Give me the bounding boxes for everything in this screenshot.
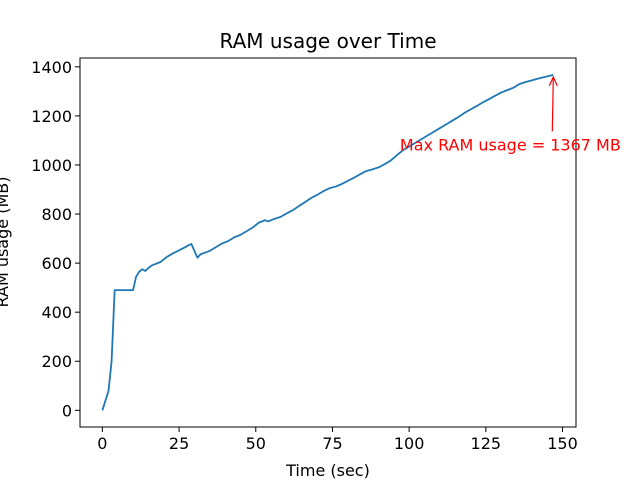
x-tick-label: 0 xyxy=(97,434,107,453)
x-tick-label: 75 xyxy=(322,434,342,453)
y-tick-label: 1200 xyxy=(31,107,72,126)
y-tick-label: 1400 xyxy=(31,58,72,77)
annotation-text: Max RAM usage = 1367 MB xyxy=(400,135,621,154)
x-tick-label: 125 xyxy=(471,434,502,453)
annotation-arrowhead xyxy=(548,75,558,87)
y-tick-label: 200 xyxy=(41,352,72,371)
chart-title: RAM usage over Time xyxy=(220,29,437,53)
x-tick-label: 50 xyxy=(246,434,266,453)
y-tick-label: 600 xyxy=(41,254,72,273)
x-tick-label: 25 xyxy=(169,434,189,453)
ram-usage-line xyxy=(101,74,554,411)
x-tick-label: 100 xyxy=(394,434,425,453)
x-axis-label: Time (sec) xyxy=(285,461,370,480)
x-tick-label: 150 xyxy=(547,434,578,453)
annotation-arrow xyxy=(551,77,554,132)
y-tick-label: 400 xyxy=(41,303,72,322)
y-axis: 0 200 400 600 800 1000 1200 1400 xyxy=(31,58,80,420)
annotation-layer: Max RAM usage = 1367 MB xyxy=(400,75,621,154)
y-tick-label: 1000 xyxy=(31,156,72,175)
plot-marks xyxy=(101,74,554,411)
y-axis-label: RAM usage (MB) xyxy=(0,177,12,308)
plot-area-frame xyxy=(79,57,577,428)
y-tick-label: 0 xyxy=(62,401,72,420)
x-axis: 0 25 50 75 100 125 150 xyxy=(97,427,578,453)
y-tick-label: 800 xyxy=(41,205,72,224)
